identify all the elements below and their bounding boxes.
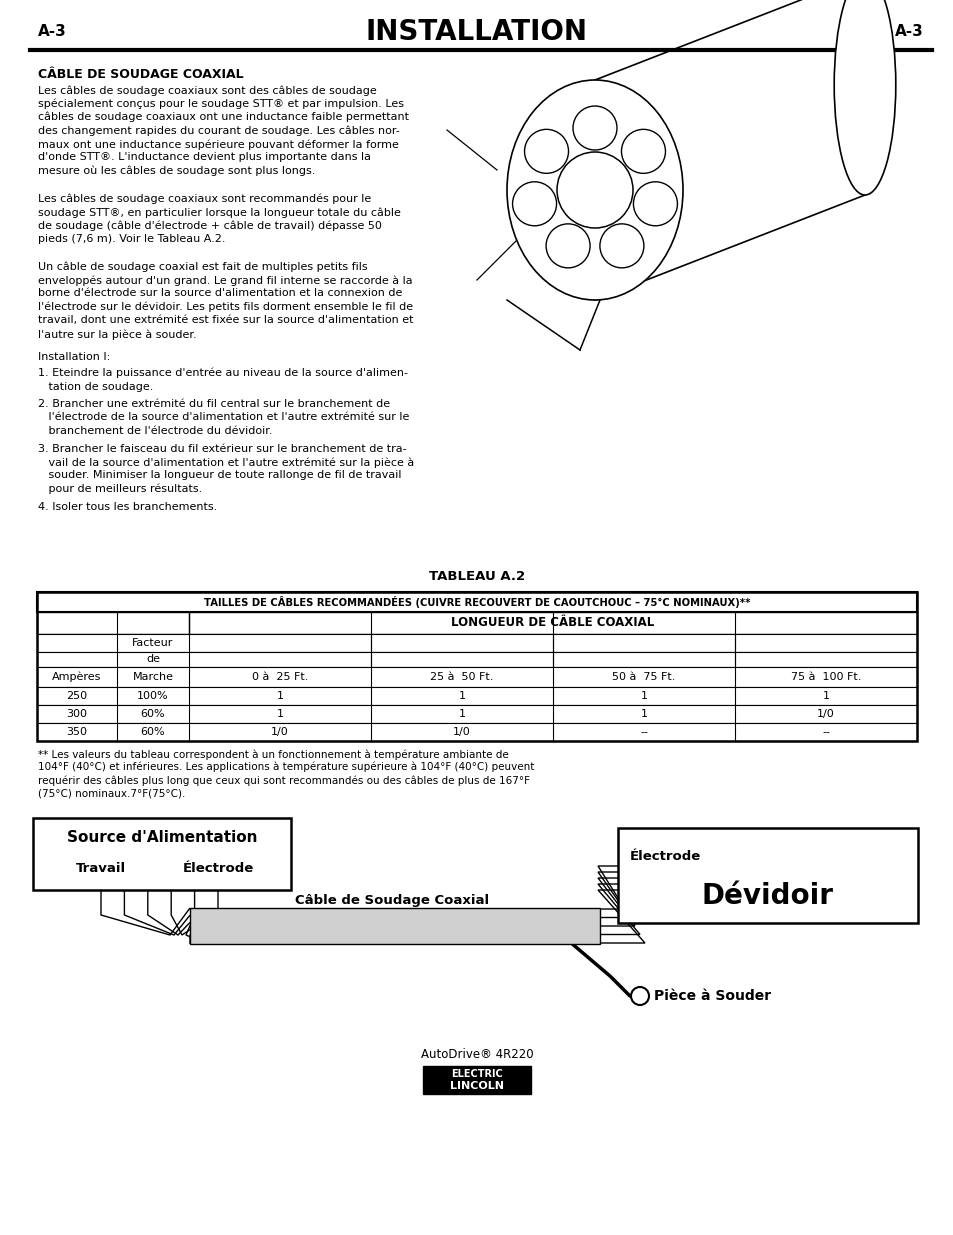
Circle shape xyxy=(633,182,677,226)
Text: spécialement conçus pour le soudage STT® et par impulsion. Les: spécialement conçus pour le soudage STT®… xyxy=(38,99,403,109)
Text: 1: 1 xyxy=(639,692,647,701)
Text: A-3: A-3 xyxy=(38,25,67,40)
Text: branchement de l'électrode du dévidoir.: branchement de l'électrode du dévidoir. xyxy=(38,426,273,436)
Bar xyxy=(190,908,599,944)
Text: AutoDrive® 4R220: AutoDrive® 4R220 xyxy=(420,1049,533,1061)
Text: 2. Brancher une extrémité du fil central sur le branchement de: 2. Brancher une extrémité du fil central… xyxy=(38,399,390,409)
Text: Dévidoir: Dévidoir xyxy=(701,882,833,910)
Text: requérir des câbles plus long que ceux qui sont recommandés ou des câbles de plu: requérir des câbles plus long que ceux q… xyxy=(38,776,530,785)
Text: TABLEAU A.2: TABLEAU A.2 xyxy=(429,571,524,583)
Text: 100%: 100% xyxy=(137,692,169,701)
Text: Marche: Marche xyxy=(132,672,173,682)
Text: Câble de Soudage Coaxial: Câble de Soudage Coaxial xyxy=(294,894,489,906)
Text: 1/0: 1/0 xyxy=(817,709,834,719)
Text: l'autre sur la pièce à souder.: l'autre sur la pièce à souder. xyxy=(38,329,196,340)
Text: 104°F (40°C) et inférieures. Les applications à température supérieure à 104°F (: 104°F (40°C) et inférieures. Les applica… xyxy=(38,762,534,773)
Text: Pièce à Souder: Pièce à Souder xyxy=(654,989,770,1003)
Text: enveloppés autour d'un grand. Le grand fil interne se raccorde à la: enveloppés autour d'un grand. Le grand f… xyxy=(38,275,413,285)
Text: soudage STT®, en particulier lorsque la longueur totale du câble: soudage STT®, en particulier lorsque la … xyxy=(38,207,400,217)
Text: de: de xyxy=(146,655,160,664)
Bar xyxy=(37,634,916,652)
Text: 1: 1 xyxy=(458,709,465,719)
Text: 1. Eteindre la puissance d'entrée au niveau de la source d'alimen-: 1. Eteindre la puissance d'entrée au niv… xyxy=(38,368,408,378)
Text: mesure où les câbles de soudage sont plus longs.: mesure où les câbles de soudage sont plu… xyxy=(38,165,315,177)
Text: 50 à  75 Ft.: 50 à 75 Ft. xyxy=(612,672,675,682)
Text: (75°C) nominaux.7°F(75°C).: (75°C) nominaux.7°F(75°C). xyxy=(38,788,185,798)
Text: 3. Brancher le faisceau du fil extérieur sur le branchement de tra-: 3. Brancher le faisceau du fil extérieur… xyxy=(38,443,406,453)
Text: 0 à  25 Ft.: 0 à 25 Ft. xyxy=(252,672,308,682)
Text: TAILLES DE CÂBLES RECOMMANDÉES (CUIVRE RECOUVERT DE CAOUTCHOUC – 75°C NOMINAUX)*: TAILLES DE CÂBLES RECOMMANDÉES (CUIVRE R… xyxy=(204,597,749,608)
Bar xyxy=(618,827,917,923)
Circle shape xyxy=(620,130,665,173)
Text: --: -- xyxy=(639,727,647,737)
Circle shape xyxy=(630,987,648,1005)
Text: vail de la source d'alimentation et l'autre extrémité sur la pièce à: vail de la source d'alimentation et l'au… xyxy=(38,457,414,468)
Text: 1: 1 xyxy=(276,709,283,719)
Text: A-3: A-3 xyxy=(894,25,923,40)
Ellipse shape xyxy=(506,80,682,300)
Text: Source d'Alimentation: Source d'Alimentation xyxy=(67,830,257,846)
Text: Facteur: Facteur xyxy=(132,638,173,648)
Text: Un câble de soudage coaxial est fait de multiples petits fils: Un câble de soudage coaxial est fait de … xyxy=(38,262,367,272)
Text: LINCOLN: LINCOLN xyxy=(450,1081,503,1092)
Text: l'électrode sur le dévidoir. Les petits fils dorment ensemble le fil de: l'électrode sur le dévidoir. Les petits … xyxy=(38,303,413,312)
Bar xyxy=(33,818,291,890)
Text: ** Les valeurs du tableau correspondent à un fonctionnement à température ambian: ** Les valeurs du tableau correspondent … xyxy=(38,748,508,760)
Bar xyxy=(37,687,916,705)
Bar xyxy=(37,592,916,613)
Text: 1/0: 1/0 xyxy=(453,727,471,737)
Text: Électrode: Électrode xyxy=(182,862,253,874)
Text: 250: 250 xyxy=(67,692,88,701)
Text: travail, dont une extrémité est fixée sur la source d'alimentation et: travail, dont une extrémité est fixée su… xyxy=(38,315,413,326)
Bar xyxy=(37,592,916,741)
Circle shape xyxy=(545,224,590,268)
Text: 1/0: 1/0 xyxy=(271,727,289,737)
Text: l'électrode de la source d'alimentation et l'autre extrémité sur le: l'électrode de la source d'alimentation … xyxy=(38,412,409,422)
Text: 4. Isoler tous les branchements.: 4. Isoler tous les branchements. xyxy=(38,501,217,511)
Text: 350: 350 xyxy=(67,727,88,737)
Text: Ampères: Ampères xyxy=(52,672,102,682)
Text: Électrode: Électrode xyxy=(629,850,700,862)
Bar xyxy=(37,652,916,667)
Text: Installation I:: Installation I: xyxy=(38,352,111,363)
Ellipse shape xyxy=(833,0,895,195)
Bar xyxy=(37,722,916,741)
Bar xyxy=(422,1066,531,1094)
Text: Travail: Travail xyxy=(76,862,126,874)
Text: 60%: 60% xyxy=(140,727,165,737)
Circle shape xyxy=(512,182,556,226)
Text: 75 à  100 Ft.: 75 à 100 Ft. xyxy=(790,672,861,682)
Text: LONGUEUR DE CÂBLE COAXIAL: LONGUEUR DE CÂBLE COAXIAL xyxy=(451,616,654,630)
Circle shape xyxy=(573,106,617,149)
Text: INSTALLATION: INSTALLATION xyxy=(366,19,587,46)
Text: 1: 1 xyxy=(821,692,828,701)
Text: pour de meilleurs résultats.: pour de meilleurs résultats. xyxy=(38,484,202,494)
Bar xyxy=(37,613,916,634)
Text: des changement rapides du courant de soudage. Les câbles nor-: des changement rapides du courant de sou… xyxy=(38,126,399,136)
Text: câbles de soudage coaxiaux ont une inductance faible permettant: câbles de soudage coaxiaux ont une induc… xyxy=(38,112,409,122)
Circle shape xyxy=(599,224,643,268)
Text: tation de soudage.: tation de soudage. xyxy=(38,382,153,391)
Text: Les câbles de soudage coaxiaux sont recommandés pour le: Les câbles de soudage coaxiaux sont reco… xyxy=(38,194,371,204)
Text: Les câbles de soudage coaxiaux sont des câbles de soudage: Les câbles de soudage coaxiaux sont des … xyxy=(38,85,376,95)
Circle shape xyxy=(524,130,568,173)
Text: 300: 300 xyxy=(67,709,88,719)
Text: 1: 1 xyxy=(639,709,647,719)
Text: ELECTRIC: ELECTRIC xyxy=(451,1068,502,1079)
Circle shape xyxy=(557,152,633,228)
Text: CÂBLE DE SOUDAGE COAXIAL: CÂBLE DE SOUDAGE COAXIAL xyxy=(38,68,243,82)
Text: maux ont une inductance supérieure pouvant déformer la forme: maux ont une inductance supérieure pouva… xyxy=(38,140,398,149)
Text: borne d'électrode sur la source d'alimentation et la connexion de: borne d'électrode sur la source d'alimen… xyxy=(38,289,402,299)
Text: --: -- xyxy=(821,727,829,737)
Bar xyxy=(37,705,916,722)
Text: 25 à  50 Ft.: 25 à 50 Ft. xyxy=(430,672,493,682)
Text: 60%: 60% xyxy=(140,709,165,719)
Text: 1: 1 xyxy=(458,692,465,701)
Bar xyxy=(37,667,916,687)
Text: de soudage (câble d'électrode + câble de travail) dépasse 50: de soudage (câble d'électrode + câble de… xyxy=(38,221,381,231)
Text: 1: 1 xyxy=(276,692,283,701)
Text: d'onde STT®. L'inductance devient plus importante dans la: d'onde STT®. L'inductance devient plus i… xyxy=(38,152,371,163)
Text: pieds (7,6 m). Voir le Tableau A.2.: pieds (7,6 m). Voir le Tableau A.2. xyxy=(38,233,225,245)
Text: souder. Minimiser la longueur de toute rallonge de fil de travail: souder. Minimiser la longueur de toute r… xyxy=(38,471,401,480)
